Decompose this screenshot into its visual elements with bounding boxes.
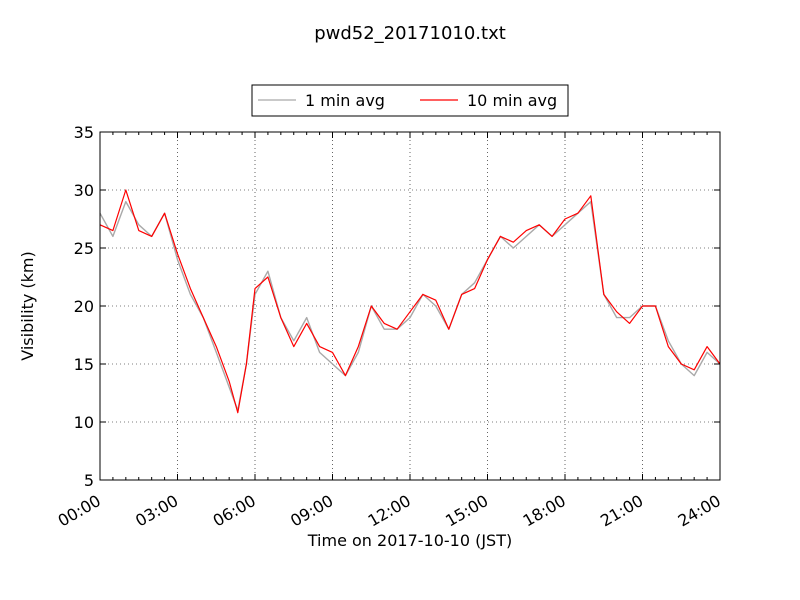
y-tick-label: 35 — [74, 123, 94, 142]
legend-label-10-min-avg: 10 min avg — [467, 91, 557, 110]
y-tick-label: 25 — [74, 239, 94, 258]
y-tick-label: 15 — [74, 355, 94, 374]
x-tick-label: 12:00 — [365, 491, 414, 531]
axis-ticks — [99, 131, 721, 481]
y-tick-label: 5 — [84, 471, 94, 490]
series-layer — [99, 189, 721, 414]
x-tick-label: 09:00 — [287, 491, 336, 531]
series-line-10-min-avg — [99, 189, 721, 414]
chart-title: pwd52_20171010.txt — [314, 23, 506, 44]
y-tick-label: 10 — [74, 413, 94, 432]
legend: 1 min avg 10 min avg — [251, 84, 569, 117]
x-axis-label: Time on 2017-10-10 (JST) — [307, 531, 512, 550]
x-tick-label: 15:00 — [442, 491, 491, 531]
x-tick-label: 21:00 — [597, 491, 646, 531]
x-tick-label: 06:00 — [210, 491, 259, 531]
grid-lines — [99, 132, 721, 480]
x-tick-labels: 00:00 03:00 06:00 09:00 12:00 15:00 18:00 21:00… — [55, 491, 724, 531]
y-tick-labels: 5 10 15 20 25 30 35 — [74, 123, 94, 490]
y-tick-label: 20 — [74, 297, 94, 316]
y-tick-label: 30 — [74, 181, 94, 200]
x-tick-label: 03:00 — [132, 491, 181, 531]
legend-label-1-min-avg: 1 min avg — [305, 91, 385, 110]
x-tick-label: 18:00 — [520, 491, 569, 531]
x-tick-label: 00:00 — [55, 491, 104, 531]
legend-box — [251, 84, 569, 117]
x-tick-label: 24:00 — [675, 491, 724, 531]
y-axis-label: Visibility (km) — [18, 251, 37, 360]
